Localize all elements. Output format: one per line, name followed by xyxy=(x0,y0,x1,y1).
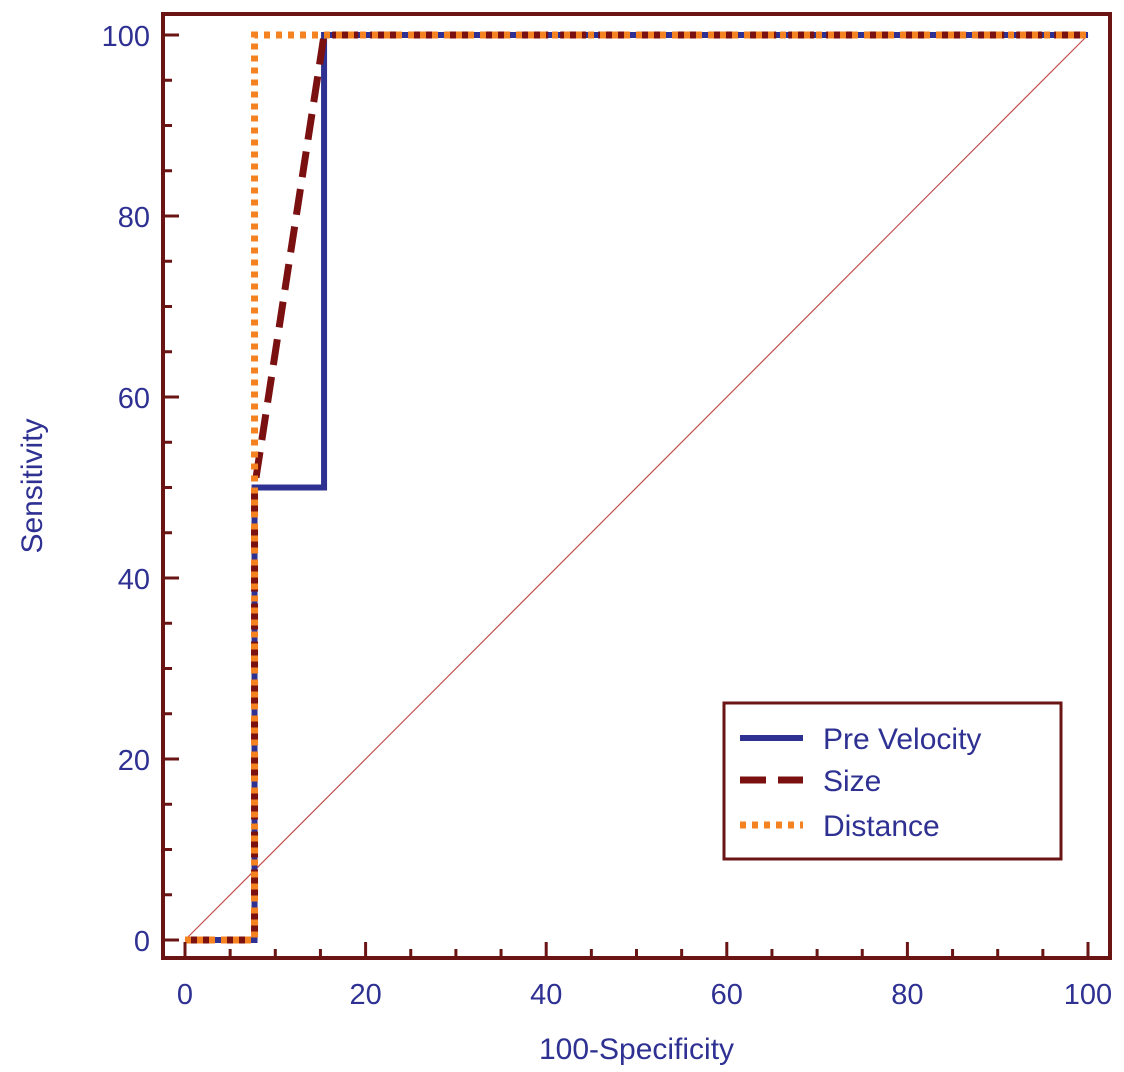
ticks-layer xyxy=(163,33,1090,958)
tick-labels-layer: 0 20 40 60 80 100 0 20 40 60 80 100 xyxy=(102,21,1113,1011)
y-tick-label: 20 xyxy=(118,745,150,777)
x-axis-title: 100-Specificity xyxy=(539,1033,734,1066)
x-tick-label: 100 xyxy=(1064,979,1112,1011)
legend-label-distance: Distance xyxy=(823,810,940,843)
x-tick-label: 80 xyxy=(891,979,923,1011)
x-tick-label: 20 xyxy=(349,979,381,1011)
legend-label-pre-velocity: Pre Velocity xyxy=(823,723,981,756)
y-tick-label: 0 xyxy=(134,926,150,958)
y-axis-title: Sensitivity xyxy=(16,418,49,553)
legend-box xyxy=(722,701,1063,861)
reference-line-layer xyxy=(184,34,1089,941)
x-tick-label: 40 xyxy=(530,979,562,1011)
y-tick-label: 60 xyxy=(118,383,150,415)
y-tick-label: 100 xyxy=(102,21,150,53)
series-line-distance xyxy=(185,31,1088,944)
y-tick-label: 80 xyxy=(118,202,150,234)
x-tick-label: 60 xyxy=(711,979,743,1011)
y-tick-label: 40 xyxy=(118,564,150,596)
reference-diagonal-line xyxy=(184,34,1089,941)
x-tick-label: 0 xyxy=(177,979,193,1011)
legend: Pre Velocity Size Distance xyxy=(722,701,1063,861)
series-layer xyxy=(185,31,1088,944)
legend-label-size: Size xyxy=(823,765,881,798)
